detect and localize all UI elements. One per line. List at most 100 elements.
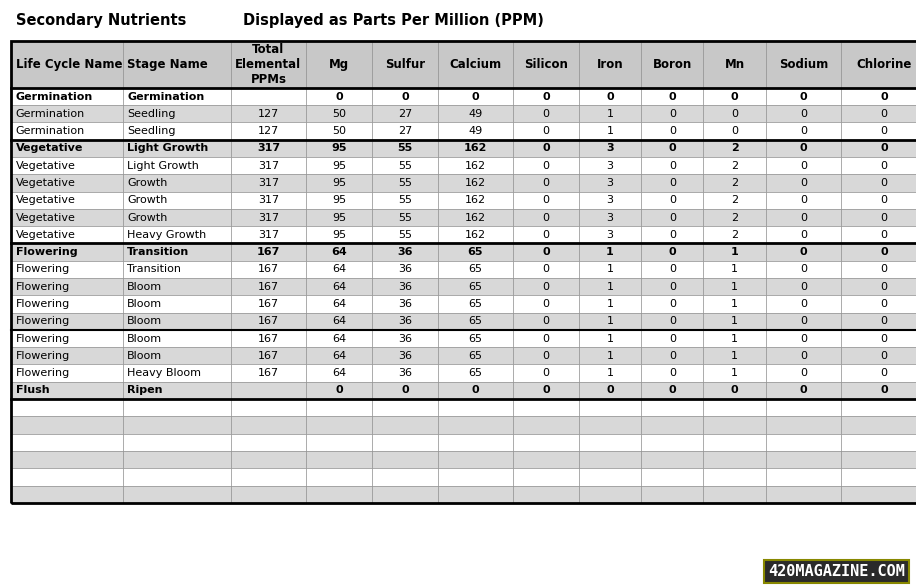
Bar bbox=[513, 485, 579, 503]
Text: Transition: Transition bbox=[127, 264, 181, 274]
Text: 3: 3 bbox=[606, 178, 614, 188]
Bar bbox=[372, 347, 438, 364]
Text: 0: 0 bbox=[669, 230, 676, 240]
Bar bbox=[579, 434, 641, 451]
Bar bbox=[306, 434, 372, 451]
Text: Sodium: Sodium bbox=[779, 58, 828, 71]
Bar bbox=[703, 312, 766, 330]
Text: Sulfur: Sulfur bbox=[385, 58, 425, 71]
Bar bbox=[841, 485, 916, 503]
Bar bbox=[841, 434, 916, 451]
Text: 0: 0 bbox=[542, 109, 550, 119]
Bar bbox=[123, 105, 231, 122]
Bar bbox=[123, 41, 231, 88]
Bar bbox=[703, 485, 766, 503]
Bar bbox=[231, 364, 306, 381]
Bar bbox=[123, 381, 231, 399]
Bar bbox=[231, 330, 306, 347]
Text: 162: 162 bbox=[463, 144, 487, 154]
Bar bbox=[438, 416, 513, 434]
Text: 162: 162 bbox=[464, 213, 486, 223]
Text: 65: 65 bbox=[468, 368, 483, 378]
Bar bbox=[372, 312, 438, 330]
Text: 0: 0 bbox=[542, 264, 550, 274]
Bar bbox=[641, 192, 703, 209]
Bar bbox=[123, 174, 231, 192]
Bar bbox=[766, 261, 841, 278]
Bar bbox=[766, 192, 841, 209]
Bar bbox=[766, 434, 841, 451]
Text: 0: 0 bbox=[669, 91, 676, 101]
Bar bbox=[11, 243, 123, 261]
Text: 0: 0 bbox=[542, 316, 550, 326]
Bar bbox=[513, 312, 579, 330]
Bar bbox=[231, 157, 306, 174]
Text: 0: 0 bbox=[669, 264, 676, 274]
Bar bbox=[306, 278, 372, 295]
Bar bbox=[231, 278, 306, 295]
Bar bbox=[641, 399, 703, 416]
Text: 1: 1 bbox=[606, 333, 614, 343]
Bar bbox=[372, 434, 438, 451]
Text: 0: 0 bbox=[880, 178, 888, 188]
Bar bbox=[372, 485, 438, 503]
Bar bbox=[11, 485, 123, 503]
Bar bbox=[579, 174, 641, 192]
Text: Flowering: Flowering bbox=[16, 247, 77, 257]
Text: 49: 49 bbox=[468, 126, 483, 136]
Bar bbox=[703, 451, 766, 468]
Bar bbox=[841, 243, 916, 261]
Text: Life Cycle Name: Life Cycle Name bbox=[16, 58, 122, 71]
Text: 0: 0 bbox=[401, 91, 409, 101]
Text: 64: 64 bbox=[332, 333, 346, 343]
Text: 0: 0 bbox=[542, 351, 550, 361]
Text: 0: 0 bbox=[669, 144, 676, 154]
Text: 0: 0 bbox=[880, 368, 888, 378]
Text: 1: 1 bbox=[731, 333, 738, 343]
Text: 55: 55 bbox=[398, 213, 412, 223]
Text: 55: 55 bbox=[398, 195, 412, 205]
Text: 95: 95 bbox=[332, 230, 346, 240]
Text: 0: 0 bbox=[669, 386, 676, 396]
Text: Ripen: Ripen bbox=[127, 386, 163, 396]
Text: 0: 0 bbox=[669, 213, 676, 223]
Text: 64: 64 bbox=[332, 368, 346, 378]
Bar bbox=[231, 243, 306, 261]
Text: 0: 0 bbox=[542, 91, 550, 101]
Bar bbox=[766, 381, 841, 399]
Text: 1: 1 bbox=[731, 351, 738, 361]
Bar bbox=[306, 364, 372, 381]
Text: 317: 317 bbox=[257, 161, 279, 171]
Text: 0: 0 bbox=[880, 247, 888, 257]
Bar bbox=[306, 451, 372, 468]
Bar bbox=[841, 381, 916, 399]
Bar bbox=[641, 485, 703, 503]
Bar bbox=[513, 278, 579, 295]
Bar bbox=[703, 399, 766, 416]
Bar bbox=[841, 312, 916, 330]
Bar bbox=[841, 416, 916, 434]
Text: 317: 317 bbox=[257, 230, 279, 240]
Text: 55: 55 bbox=[398, 230, 412, 240]
Bar bbox=[231, 88, 306, 105]
Bar bbox=[11, 330, 123, 347]
Text: 27: 27 bbox=[398, 109, 412, 119]
Bar bbox=[579, 468, 641, 485]
Bar bbox=[513, 139, 579, 157]
Bar bbox=[841, 139, 916, 157]
Bar bbox=[641, 295, 703, 312]
Bar bbox=[841, 330, 916, 347]
Text: Vegetative: Vegetative bbox=[16, 144, 83, 154]
Bar bbox=[766, 416, 841, 434]
Bar bbox=[703, 416, 766, 434]
Bar bbox=[641, 157, 703, 174]
Bar bbox=[372, 381, 438, 399]
Bar bbox=[11, 88, 123, 105]
Text: 317: 317 bbox=[257, 213, 279, 223]
Text: 0: 0 bbox=[669, 316, 676, 326]
Text: 0: 0 bbox=[800, 351, 807, 361]
Text: Vegetative: Vegetative bbox=[16, 213, 75, 223]
Text: 1: 1 bbox=[606, 368, 614, 378]
Text: 49: 49 bbox=[468, 109, 483, 119]
Bar bbox=[841, 278, 916, 295]
